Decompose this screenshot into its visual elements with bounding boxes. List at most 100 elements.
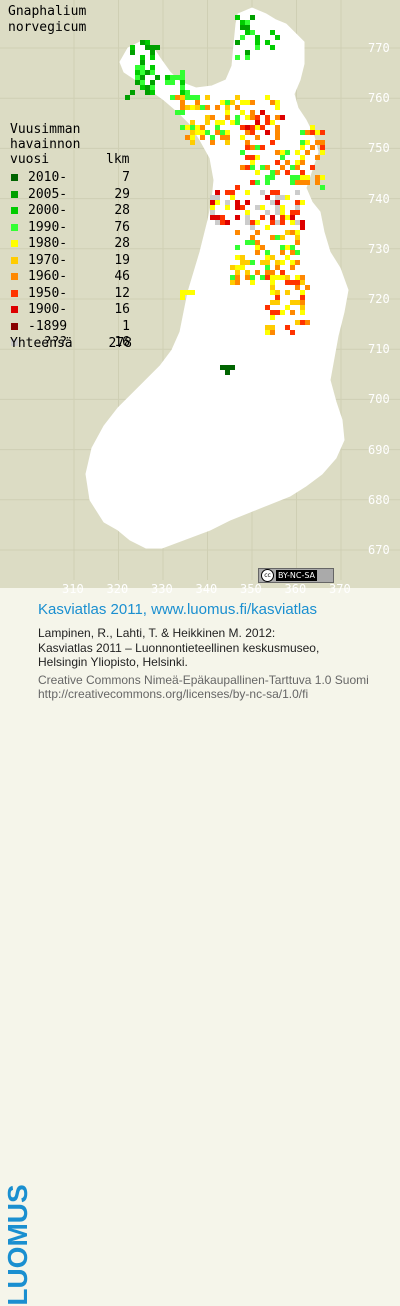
observation-cell bbox=[225, 130, 230, 135]
observation-cell bbox=[205, 120, 210, 125]
observation-cell bbox=[185, 125, 190, 130]
observation-cell bbox=[170, 75, 175, 80]
observation-cell bbox=[265, 40, 270, 45]
observation-cell bbox=[185, 290, 190, 295]
observation-cell bbox=[285, 195, 290, 200]
observation-cell bbox=[240, 135, 245, 140]
observation-cell bbox=[255, 170, 260, 175]
observation-cell bbox=[170, 80, 175, 85]
total-count: 278 bbox=[108, 336, 132, 351]
observation-cell bbox=[300, 275, 305, 280]
observation-cell bbox=[180, 90, 185, 95]
observation-cell bbox=[240, 165, 245, 170]
observation-cell bbox=[270, 270, 275, 275]
legend-label: 1980- bbox=[28, 236, 68, 251]
observation-cell bbox=[315, 155, 320, 160]
observation-cell bbox=[225, 115, 230, 120]
observation-cell bbox=[245, 155, 250, 160]
observation-cell bbox=[265, 260, 270, 265]
observation-cell bbox=[255, 115, 260, 120]
observation-cell bbox=[250, 110, 255, 115]
observation-cell bbox=[195, 100, 200, 105]
observation-cell bbox=[245, 115, 250, 120]
legend-header: Vuusimman havainnon vuosi lkm bbox=[10, 122, 129, 167]
observation-cell bbox=[275, 170, 280, 175]
observation-cell bbox=[295, 230, 300, 235]
observation-cell bbox=[205, 130, 210, 135]
observation-cell bbox=[245, 130, 250, 135]
observation-cell bbox=[205, 95, 210, 100]
grid-x-label: 320 bbox=[106, 582, 129, 596]
observation-cell bbox=[275, 295, 280, 300]
observation-cell bbox=[140, 60, 145, 65]
observation-cell bbox=[310, 130, 315, 135]
observation-cell bbox=[175, 95, 180, 100]
observation-cell bbox=[230, 195, 235, 200]
observation-cell bbox=[180, 105, 185, 110]
observation-cell bbox=[165, 80, 170, 85]
observation-cell bbox=[210, 215, 215, 220]
observation-cell bbox=[215, 200, 220, 205]
grid-x-label: 340 bbox=[195, 582, 218, 596]
observation-cell bbox=[245, 165, 250, 170]
observation-cell bbox=[280, 220, 285, 225]
observation-cell bbox=[215, 195, 220, 200]
observation-cell bbox=[290, 220, 295, 225]
observation-cell bbox=[275, 35, 280, 40]
observation-cell bbox=[140, 80, 145, 85]
observation-cell bbox=[255, 205, 260, 210]
observation-cell bbox=[140, 75, 145, 80]
observation-cell bbox=[260, 275, 265, 280]
observation-cell bbox=[215, 105, 220, 110]
observation-cell bbox=[195, 130, 200, 135]
observation-cell bbox=[210, 205, 215, 210]
observation-cell bbox=[220, 130, 225, 135]
observation-cell bbox=[250, 160, 255, 165]
observation-cell bbox=[175, 110, 180, 115]
legend-total: Yhteensä 278 bbox=[10, 336, 132, 351]
observation-cell bbox=[280, 270, 285, 275]
legend-count: 7 bbox=[122, 170, 130, 185]
observation-cell bbox=[270, 100, 275, 105]
cc-license-badge[interactable]: cc BY-NC-SA bbox=[258, 568, 334, 583]
kasviatlas-link[interactable]: Kasviatlas 2011, www.luomus.fi/kasviatla… bbox=[38, 601, 318, 618]
observation-cell bbox=[300, 290, 305, 295]
observation-cell bbox=[235, 205, 240, 210]
observation-cell bbox=[225, 105, 230, 110]
observation-cell bbox=[210, 210, 215, 215]
observation-cell bbox=[305, 150, 310, 155]
observation-cell bbox=[295, 260, 300, 265]
observation-cell bbox=[165, 75, 170, 80]
observation-cell bbox=[240, 110, 245, 115]
observation-cell bbox=[285, 280, 290, 285]
observation-cell bbox=[265, 270, 270, 275]
observation-cell bbox=[265, 210, 270, 215]
observation-cell bbox=[315, 140, 320, 145]
observation-cell bbox=[220, 220, 225, 225]
observation-cell bbox=[280, 215, 285, 220]
observation-cell bbox=[270, 310, 275, 315]
observation-cell bbox=[175, 75, 180, 80]
observation-cell bbox=[290, 175, 295, 180]
license-url[interactable]: http://creativecommons.org/licenses/by-n… bbox=[38, 687, 309, 701]
observation-cell bbox=[210, 135, 215, 140]
observation-cell bbox=[145, 90, 150, 95]
observation-cell bbox=[300, 200, 305, 205]
observation-cell bbox=[250, 130, 255, 135]
observation-cell bbox=[275, 265, 280, 270]
observation-cell bbox=[190, 130, 195, 135]
observation-cell bbox=[210, 195, 215, 200]
observation-cell bbox=[130, 50, 135, 55]
observation-cell bbox=[250, 220, 255, 225]
observation-cell bbox=[245, 220, 250, 225]
observation-cell bbox=[265, 305, 270, 310]
observation-cell bbox=[275, 100, 280, 105]
observation-cell bbox=[260, 260, 265, 265]
observation-cell bbox=[245, 200, 250, 205]
observation-cell bbox=[235, 215, 240, 220]
observation-cell bbox=[140, 85, 145, 90]
observation-cell bbox=[295, 200, 300, 205]
observation-cell bbox=[215, 220, 220, 225]
observation-cell bbox=[300, 155, 305, 160]
legend-count: 16 bbox=[114, 335, 130, 350]
